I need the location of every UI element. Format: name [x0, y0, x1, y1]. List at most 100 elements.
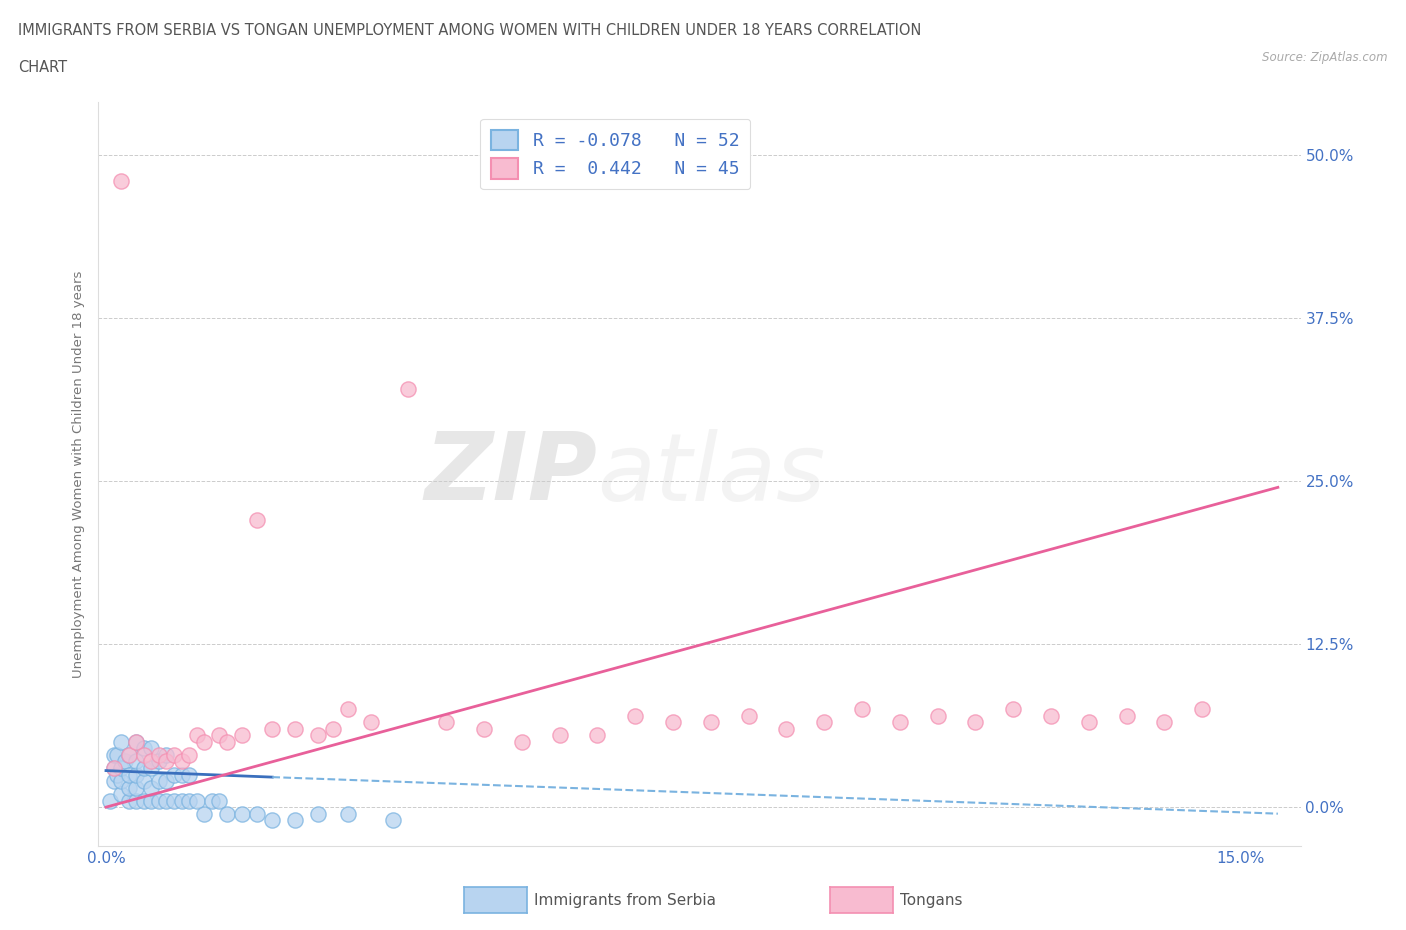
- Point: [624, 709, 647, 724]
- Point: [813, 715, 835, 730]
- Point: [215, 735, 238, 750]
- Point: [141, 780, 163, 795]
- Point: [110, 173, 132, 188]
- Point: [1077, 715, 1099, 730]
- Point: [246, 512, 269, 527]
- Point: [141, 793, 163, 808]
- Point: [105, 748, 128, 763]
- Point: [307, 728, 329, 743]
- Point: [125, 754, 148, 769]
- Y-axis label: Unemployment Among Women with Children Under 18 years: Unemployment Among Women with Children U…: [72, 271, 86, 678]
- Point: [208, 728, 231, 743]
- Point: [125, 735, 148, 750]
- Point: [125, 767, 148, 782]
- Text: Source: ZipAtlas.com: Source: ZipAtlas.com: [1263, 51, 1388, 64]
- Point: [155, 774, 177, 789]
- Point: [118, 767, 141, 782]
- Point: [103, 748, 125, 763]
- Point: [141, 741, 163, 756]
- Point: [193, 735, 215, 750]
- Point: [118, 793, 141, 808]
- Point: [141, 761, 163, 776]
- Point: [186, 793, 208, 808]
- Point: [98, 793, 121, 808]
- Point: [1153, 715, 1175, 730]
- Point: [775, 722, 797, 737]
- Point: [148, 754, 170, 769]
- Point: [662, 715, 685, 730]
- Point: [284, 813, 307, 828]
- Point: [110, 787, 132, 802]
- Point: [125, 735, 148, 750]
- Point: [132, 748, 155, 763]
- Point: [965, 715, 987, 730]
- Text: IMMIGRANTS FROM SERBIA VS TONGAN UNEMPLOYMENT AMONG WOMEN WITH CHILDREN UNDER 18: IMMIGRANTS FROM SERBIA VS TONGAN UNEMPLO…: [18, 23, 922, 38]
- Point: [548, 728, 571, 743]
- Point: [382, 813, 405, 828]
- Point: [132, 741, 155, 756]
- Point: [1115, 709, 1137, 724]
- Point: [179, 793, 201, 808]
- Point: [193, 806, 215, 821]
- Point: [215, 806, 238, 821]
- Point: [231, 806, 253, 821]
- Point: [208, 793, 231, 808]
- Point: [103, 761, 125, 776]
- Point: [105, 767, 128, 782]
- Point: [118, 748, 141, 763]
- Point: [110, 735, 132, 750]
- Point: [1040, 709, 1063, 724]
- Text: ZIP: ZIP: [425, 429, 598, 520]
- Point: [179, 767, 201, 782]
- Point: [1002, 702, 1025, 717]
- Point: [262, 813, 284, 828]
- Point: [396, 382, 419, 397]
- Point: [851, 702, 873, 717]
- Point: [179, 748, 201, 763]
- Point: [262, 722, 284, 737]
- Point: [700, 715, 723, 730]
- Point: [163, 748, 186, 763]
- Point: [170, 767, 193, 782]
- Point: [148, 793, 170, 808]
- Point: [1191, 702, 1213, 717]
- Point: [170, 793, 193, 808]
- Point: [284, 722, 307, 737]
- Point: [163, 793, 186, 808]
- Point: [155, 748, 177, 763]
- Point: [103, 761, 125, 776]
- Point: [889, 715, 911, 730]
- Point: [125, 793, 148, 808]
- Point: [155, 793, 177, 808]
- Point: [132, 761, 155, 776]
- Point: [307, 806, 329, 821]
- Point: [118, 748, 141, 763]
- Point: [322, 722, 344, 737]
- Point: [132, 793, 155, 808]
- Point: [170, 754, 193, 769]
- Point: [927, 709, 949, 724]
- Point: [336, 806, 359, 821]
- Point: [141, 754, 163, 769]
- Point: [110, 774, 132, 789]
- Point: [472, 722, 495, 737]
- Point: [510, 735, 533, 750]
- Point: [360, 715, 382, 730]
- Point: [231, 728, 253, 743]
- Point: [163, 767, 186, 782]
- Point: [155, 754, 177, 769]
- Point: [434, 715, 457, 730]
- Point: [110, 761, 132, 776]
- Legend: R = -0.078   N = 52, R =  0.442   N = 45: R = -0.078 N = 52, R = 0.442 N = 45: [481, 119, 751, 190]
- Point: [114, 754, 136, 769]
- Point: [586, 728, 609, 743]
- Point: [201, 793, 224, 808]
- Point: [125, 780, 148, 795]
- Point: [148, 748, 170, 763]
- Text: atlas: atlas: [598, 429, 825, 520]
- Text: CHART: CHART: [18, 60, 67, 75]
- Point: [118, 780, 141, 795]
- Point: [186, 728, 208, 743]
- Point: [132, 774, 155, 789]
- Point: [103, 774, 125, 789]
